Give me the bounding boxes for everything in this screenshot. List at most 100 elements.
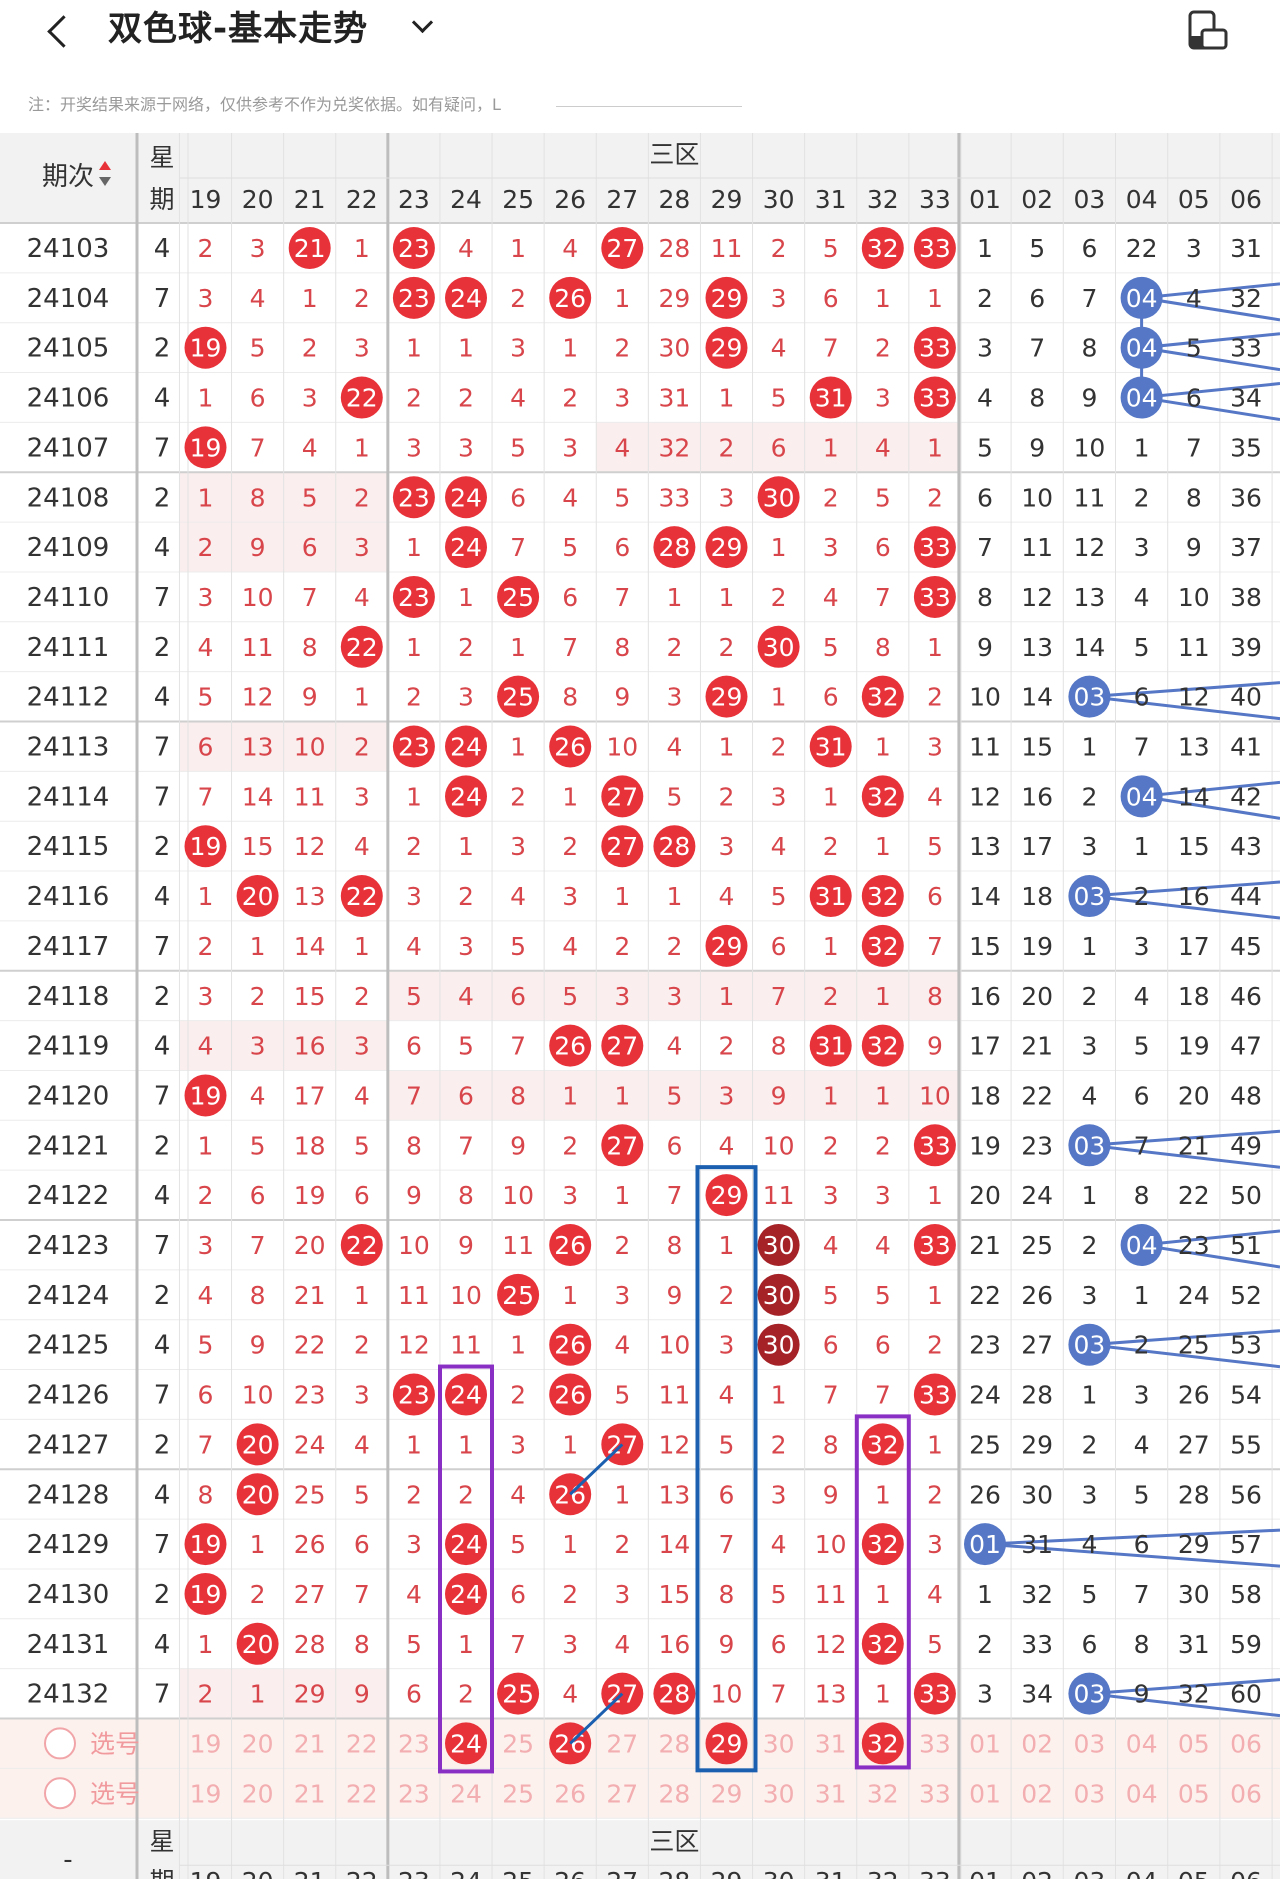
pick-red-option[interactable]: 21	[294, 1779, 326, 1808]
issue-number[interactable]: 24116	[27, 882, 110, 912]
sort-down-icon[interactable]	[99, 177, 111, 186]
weekday: 2	[154, 832, 171, 862]
pick-blue-option[interactable]: 04	[1126, 1729, 1158, 1758]
issue-number[interactable]: 24128	[27, 1480, 110, 1510]
issue-number[interactable]: 24110	[27, 583, 110, 613]
blue-miss-count: 16	[1021, 782, 1053, 811]
issue-number[interactable]: 24119	[27, 1032, 110, 1062]
pick-red-option[interactable]: 25	[502, 1729, 534, 1758]
pick-blue-option[interactable]: 01	[969, 1779, 1001, 1808]
pick-red-option[interactable]: 31	[815, 1729, 847, 1758]
pick-red-option[interactable]: 28	[658, 1779, 690, 1808]
red-miss-count: 1	[927, 1181, 943, 1210]
red-miss-count: 1	[927, 433, 943, 462]
red-ball-number: 30	[763, 633, 795, 662]
issue-number[interactable]: 24127	[27, 1430, 110, 1460]
pick-red-option[interactable]: 22	[346, 1729, 378, 1758]
red-miss-count: 2	[510, 1381, 526, 1410]
pick-radio[interactable]	[44, 1777, 76, 1810]
pick-red-option[interactable]: 28	[658, 1729, 690, 1758]
page-title[interactable]: 双色球-基本走势	[108, 9, 369, 49]
pick-label[interactable]: 选号	[90, 1779, 140, 1808]
pick-red-option[interactable]: 21	[294, 1729, 326, 1758]
blue-ball-number: 03	[1073, 882, 1105, 911]
pick-red-option[interactable]: 30	[763, 1729, 795, 1758]
issue-number[interactable]: 24123	[27, 1231, 110, 1261]
pick-red-option[interactable]: 20	[242, 1779, 274, 1808]
pick-red-ball[interactable]	[861, 1722, 904, 1765]
rotate-screen-icon[interactable]	[1188, 10, 1230, 50]
pick-red-option[interactable]: 23	[398, 1729, 430, 1758]
pick-red-option[interactable]: 33	[919, 1779, 951, 1808]
pick-blue-option[interactable]: 05	[1178, 1779, 1210, 1808]
red-ball-number: 19	[190, 1530, 222, 1559]
pick-red-option[interactable]: 30	[763, 1779, 795, 1808]
pick-blue-option[interactable]: 04	[1126, 1779, 1158, 1808]
pick-red-option[interactable]: 23	[398, 1779, 430, 1808]
issue-number[interactable]: 24121	[27, 1131, 110, 1161]
pick-red-option[interactable]: 27	[606, 1779, 638, 1808]
pick-red-option[interactable]: 19	[190, 1729, 222, 1758]
issue-number[interactable]: 24129	[27, 1530, 110, 1560]
red-ball	[653, 1672, 696, 1715]
pick-red-option[interactable]: 25	[502, 1779, 534, 1808]
issue-number[interactable]: 24120	[27, 1081, 110, 1111]
pick-blue-option[interactable]: 01	[969, 1729, 1001, 1758]
issue-number[interactable]: 24113	[27, 733, 110, 763]
issue-number[interactable]: 24130	[27, 1580, 110, 1610]
issue-number[interactable]: 24124	[27, 1281, 110, 1311]
pick-label[interactable]: 选号	[90, 1729, 140, 1758]
issue-number[interactable]: 24125	[27, 1331, 110, 1361]
issue-number[interactable]: 24104	[27, 284, 110, 314]
pick-red-ball[interactable]	[705, 1722, 748, 1765]
pick-red-option[interactable]: 33	[919, 1729, 951, 1758]
header-issue[interactable]: 期次	[42, 162, 94, 192]
red-miss-count: 11	[763, 1181, 795, 1210]
pick-radio[interactable]	[44, 1727, 76, 1760]
red-ball-number: 25	[502, 1680, 534, 1709]
issue-number[interactable]: 24109	[27, 533, 110, 563]
blue-trend-line	[1141, 780, 1280, 798]
pick-red-option[interactable]: 22	[346, 1779, 378, 1808]
issue-number[interactable]: 24107	[27, 433, 110, 463]
pick-blue-option[interactable]: 02	[1021, 1779, 1053, 1808]
issue-number[interactable]: 24111	[27, 633, 110, 663]
pick-blue-option[interactable]: 06	[1230, 1729, 1262, 1758]
red-ball-number: 25	[502, 1281, 534, 1310]
pick-red-option[interactable]: 29	[711, 1779, 743, 1808]
red-miss-count: 1	[823, 932, 839, 961]
blue-miss-count: 25	[1021, 1231, 1053, 1260]
pick-blue-option[interactable]: 02	[1021, 1729, 1053, 1758]
issue-number[interactable]: 24103	[27, 234, 110, 264]
pick-blue-option[interactable]: 05	[1178, 1729, 1210, 1758]
red-miss-count: 10	[606, 733, 638, 762]
issue-number[interactable]: 24114	[27, 782, 110, 812]
issue-number[interactable]: 24131	[27, 1630, 110, 1660]
pick-red-option[interactable]: 24	[450, 1779, 482, 1808]
pick-red-option[interactable]: 20	[242, 1729, 274, 1758]
issue-number[interactable]: 24117	[27, 932, 110, 962]
issue-number[interactable]: 24105	[27, 334, 110, 364]
issue-number[interactable]: 24108	[27, 483, 110, 513]
pick-blue-option[interactable]: 06	[1230, 1779, 1262, 1808]
issue-number[interactable]: 24112	[27, 683, 110, 713]
pick-red-option[interactable]: 31	[815, 1779, 847, 1808]
pick-red-ball[interactable]	[445, 1722, 487, 1765]
blue-miss-count: 10	[1073, 433, 1105, 462]
issue-number[interactable]: 24106	[27, 384, 110, 414]
issue-number[interactable]: 24115	[27, 832, 110, 862]
pick-red-option[interactable]: 32	[867, 1779, 899, 1808]
header-red-col: 23	[398, 185, 430, 214]
issue-number[interactable]: 24118	[27, 982, 110, 1012]
pick-blue-option[interactable]: 03	[1073, 1779, 1105, 1808]
issue-number[interactable]: 24126	[27, 1381, 110, 1411]
pick-red-option[interactable]: 27	[606, 1729, 638, 1758]
pick-red-option[interactable]: 26	[554, 1779, 586, 1808]
issue-number[interactable]: 24122	[27, 1181, 110, 1211]
pick-red-option[interactable]: 19	[190, 1779, 222, 1808]
pick-blue-option[interactable]: 03	[1073, 1729, 1105, 1758]
sort-up-icon[interactable]	[99, 161, 111, 170]
issue-number[interactable]: 24132	[27, 1680, 110, 1710]
blue-miss-count: 5	[1134, 1032, 1150, 1061]
red-ball	[913, 326, 956, 369]
